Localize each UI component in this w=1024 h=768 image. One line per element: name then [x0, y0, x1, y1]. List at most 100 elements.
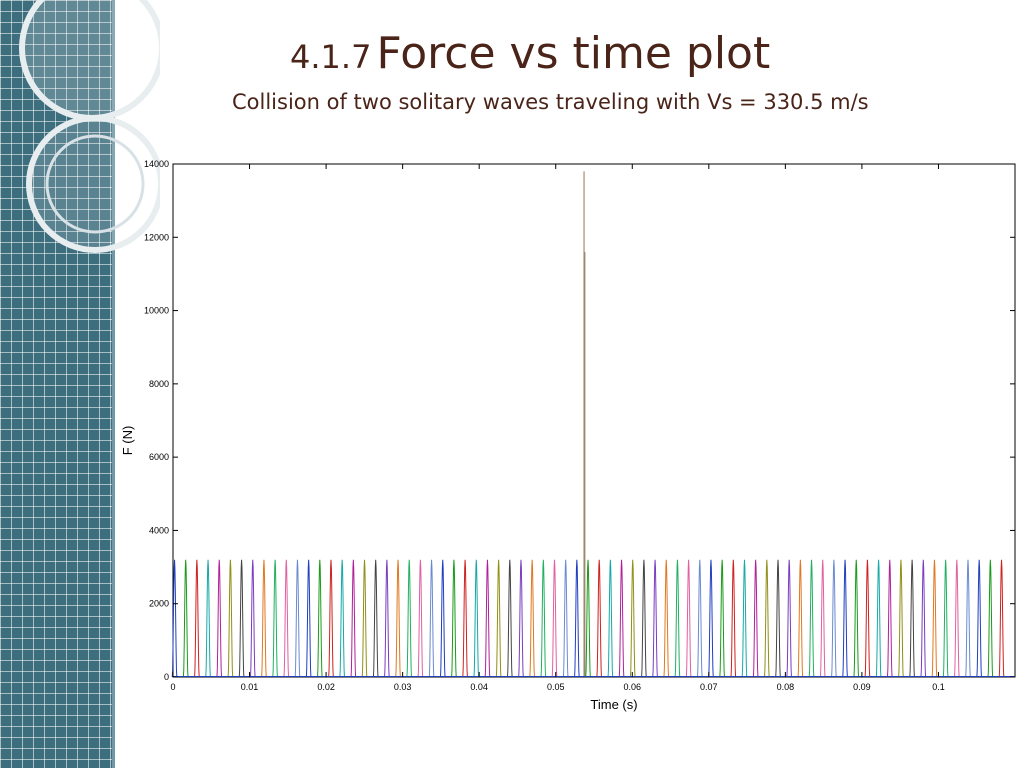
force-pulse-series [730, 559, 737, 678]
force-pulse-series [216, 559, 223, 678]
force-pulse-series [339, 559, 345, 678]
force-pulse-series [272, 559, 278, 678]
force-pulse-series [819, 559, 826, 678]
y-tick-label: 2000 [149, 599, 169, 609]
force-pulse-series [596, 559, 602, 678]
y-axis: 0 2000 4000 6000 8000 10000 12000 14000 [144, 159, 1015, 682]
force-pulse-series [898, 559, 904, 678]
force-pulse-series [920, 559, 927, 678]
force-pulse-series [551, 559, 558, 678]
force-pulse-series [171, 559, 178, 678]
force-pulse-series [764, 559, 770, 678]
force-pulse-series [540, 559, 547, 678]
force-pulse-series [361, 559, 368, 678]
x-tick-label: 0.1 [932, 682, 945, 692]
y-tick-label: 8000 [149, 379, 169, 389]
y-tick-label: 10000 [144, 306, 169, 316]
force-pulse-series [529, 559, 535, 678]
force-pulse-series [562, 559, 569, 678]
force-pulse-series [428, 559, 435, 678]
force-pulse-series [328, 559, 334, 678]
y-tick-label: 14000 [144, 159, 169, 169]
y-tick-label: 0 [164, 672, 169, 682]
x-tick-label: 0 [170, 682, 175, 692]
x-tick-label: 0.01 [241, 682, 259, 692]
slide-title: 4.1.7 Force vs time plot [290, 28, 770, 79]
force-pulse-series [507, 559, 513, 678]
x-tick-label: 0.04 [470, 682, 488, 692]
force-pulse-series [618, 559, 625, 678]
x-tick-label: 0.09 [853, 682, 871, 692]
force-pulse-series [808, 559, 815, 678]
force-pulse-series [317, 559, 323, 678]
force-pulse-series [641, 559, 647, 678]
force-pulse-series [495, 559, 502, 678]
force-pulse-series [831, 559, 837, 678]
decorative-circles [19, 0, 160, 253]
force-pulse-series [384, 559, 390, 678]
force-pulse-series [663, 559, 670, 678]
force-pulse-series [406, 559, 413, 678]
force-pulse-series [976, 559, 982, 678]
force-pulse-series [685, 559, 692, 678]
force-pulse-series [931, 559, 938, 678]
x-axis-label: Time (s) [590, 697, 637, 712]
force-pulse-series [652, 559, 658, 678]
x-tick-label: 0.05 [547, 682, 565, 692]
force-pulse-series [182, 559, 189, 678]
force-pulse-series [518, 559, 524, 678]
force-pulse-series [305, 559, 312, 678]
force-pulse-series [853, 559, 860, 678]
force-pulse-series [574, 559, 580, 678]
sidebar-edge [112, 0, 115, 768]
x-tick-label: 0.03 [394, 682, 412, 692]
force-pulse-series [998, 559, 1005, 678]
force-time-chart: 0 0.01 0.02 0.03 0.04 0.05 0.06 0.07 0.08 0.09 0.1… [120, 159, 1016, 712]
force-pulse-series [909, 559, 915, 678]
force-pulse-series [942, 559, 949, 678]
force-pulse-series [238, 559, 245, 678]
x-tick-label: 0.08 [777, 682, 795, 692]
force-pulse-series [372, 559, 379, 678]
force-pulse-series [696, 559, 703, 678]
force-pulse-series [205, 559, 211, 678]
force-pulse-series [249, 559, 256, 678]
force-pulse-series [719, 559, 725, 678]
force-pulse-series [797, 559, 804, 678]
force-pulse-series [708, 559, 714, 678]
force-pulse-series [987, 559, 994, 678]
force-pulse-series [965, 559, 971, 678]
force-pulse-series [629, 559, 636, 678]
y-tick-label: 12000 [144, 232, 169, 242]
force-pulse-series [484, 559, 491, 678]
force-pulse-series [261, 559, 267, 678]
x-axis: 0 0.01 0.02 0.03 0.04 0.05 0.06 0.07 0.08 0.09 0.1 [170, 164, 945, 692]
force-pulse-series [864, 559, 871, 678]
force-pulse-series [227, 559, 234, 678]
force-pulse-series [395, 559, 401, 678]
force-pulse-series [674, 559, 681, 678]
force-pulse-series [283, 559, 290, 678]
force-pulse-series [417, 559, 424, 678]
x-tick-label: 0.06 [624, 682, 642, 692]
force-pulse-series [842, 559, 848, 678]
y-tick-label: 6000 [149, 452, 169, 462]
force-pulse-series [786, 559, 792, 678]
force-pulse-series [439, 559, 446, 678]
force-pulse-series [294, 559, 301, 678]
y-tick-label: 4000 [149, 525, 169, 535]
force-pulse-series [585, 559, 591, 678]
force-pulse-series [775, 559, 781, 678]
force-pulse-series [954, 559, 960, 678]
force-pulse-series [875, 559, 882, 678]
force-pulse-series [752, 559, 759, 678]
force-pulse-series [473, 559, 480, 678]
plot-area [172, 163, 1016, 678]
slide-subtitle: Collision of two solitary waves travelin… [232, 90, 869, 114]
force-pulse-series [194, 559, 200, 678]
force-pulse-series [451, 559, 457, 678]
force-pulse-series [462, 559, 468, 678]
force-pulse-series [741, 559, 748, 678]
force-pulse-series [350, 559, 357, 678]
series-layer [171, 171, 1015, 678]
